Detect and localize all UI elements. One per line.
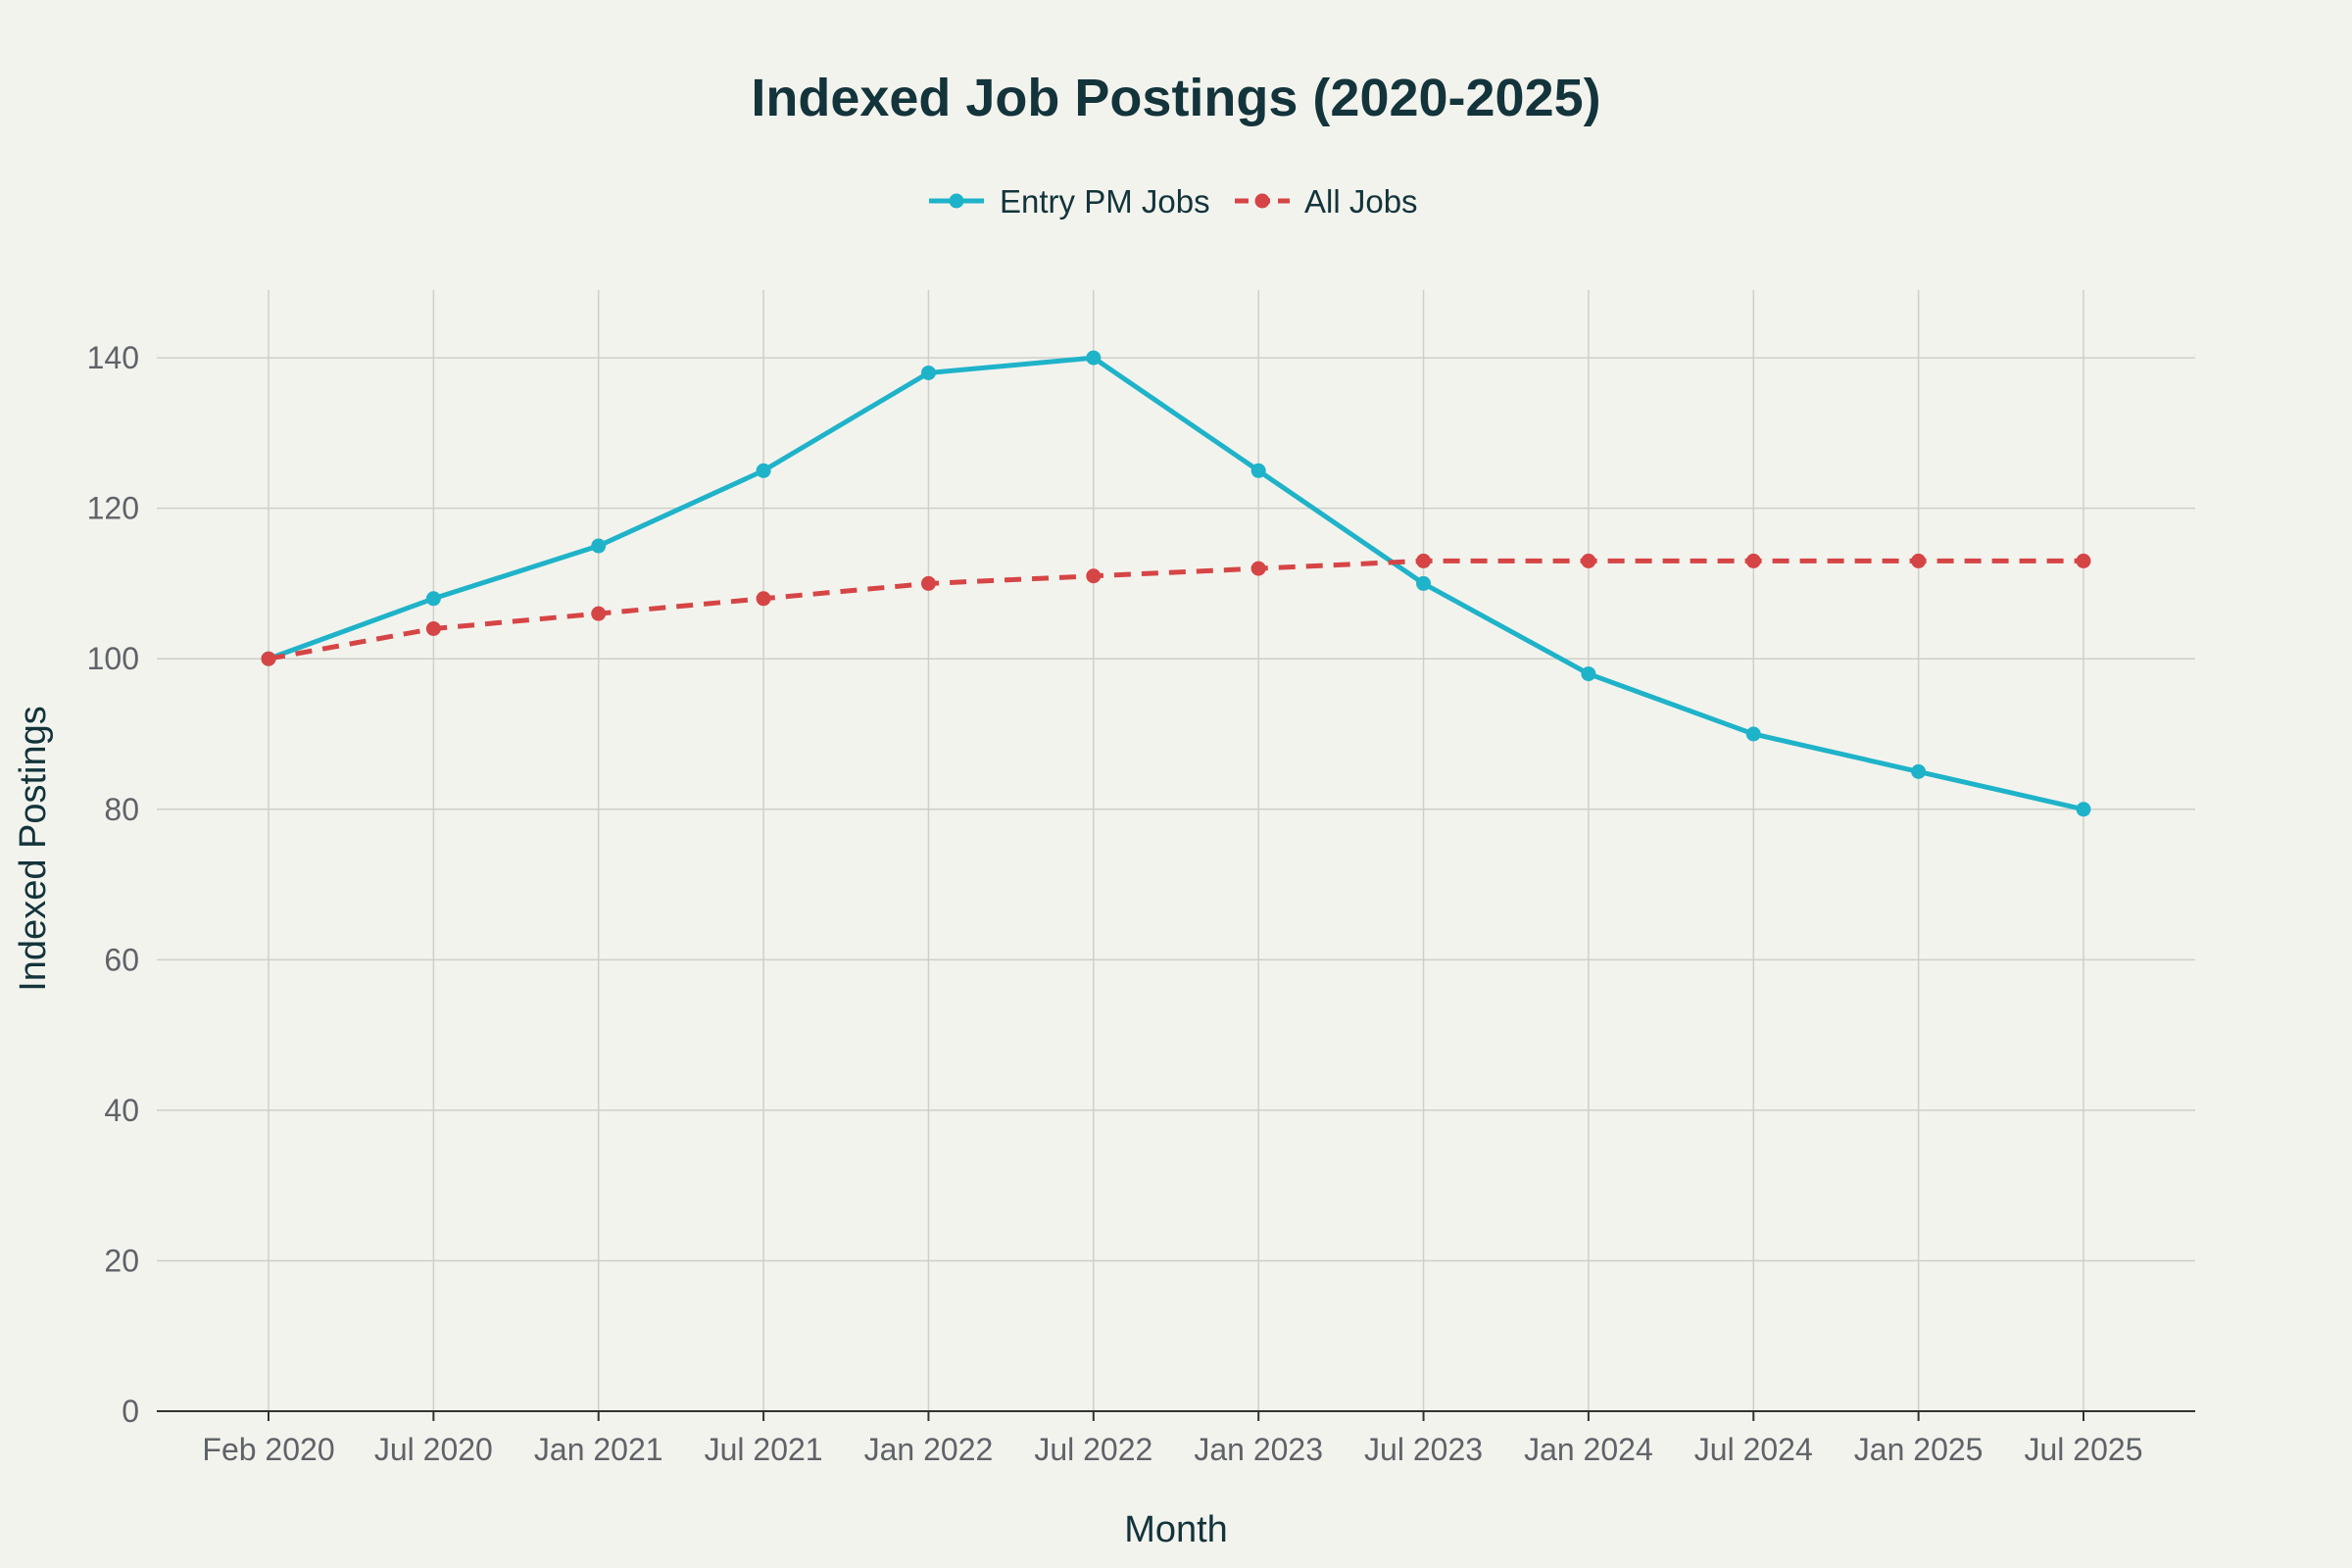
series-entry-pm-jobs <box>261 350 2091 817</box>
x-tick-label: Jan 2022 <box>864 1432 994 1467</box>
x-tick-label: Jul 2023 <box>1364 1432 1483 1467</box>
legend-label: All Jobs <box>1304 183 1418 220</box>
data-point-entry-pm-jobs <box>2076 802 2091 817</box>
data-point-entry-pm-jobs <box>1745 726 1761 742</box>
x-tick-label: Jan 2025 <box>1854 1432 1984 1467</box>
data-point-entry-pm-jobs <box>1086 350 1102 366</box>
x-tick-label: Jan 2024 <box>1524 1432 1653 1467</box>
legend-label: Entry PM Jobs <box>1000 183 1210 220</box>
data-point-all-jobs <box>756 591 771 607</box>
data-point-entry-pm-jobs <box>1250 463 1266 478</box>
x-tick-label: Jul 2021 <box>705 1432 823 1467</box>
x-tick-label: Feb 2020 <box>202 1432 334 1467</box>
series-line-all-jobs <box>268 558 2083 662</box>
x-tick-label: Jul 2024 <box>1694 1432 1813 1467</box>
legend-swatch-marker <box>949 193 964 209</box>
data-point-all-jobs <box>1416 553 1432 568</box>
x-tick-label: Jan 2023 <box>1194 1432 1323 1467</box>
data-point-all-jobs <box>1250 561 1266 576</box>
data-point-entry-pm-jobs <box>920 365 936 380</box>
chart-title: Indexed Job Postings (2020-2025) <box>751 69 1600 127</box>
legend-item-all-jobs[interactable]: All Jobs <box>1235 183 1418 220</box>
y-tick-label: 140 <box>87 340 139 375</box>
data-point-all-jobs <box>920 575 936 591</box>
data-point-all-jobs <box>1086 568 1102 584</box>
legend[interactable]: Entry PM Jobs All Jobs <box>929 183 1418 220</box>
data-point-entry-pm-jobs <box>1581 666 1596 682</box>
x-tick-label: Jan 2021 <box>534 1432 663 1467</box>
data-point-entry-pm-jobs <box>425 591 441 607</box>
y-tick-label: 100 <box>87 641 139 676</box>
x-tick-label: Jul 2022 <box>1034 1432 1152 1467</box>
data-point-all-jobs <box>425 621 441 637</box>
data-point-entry-pm-jobs <box>756 463 771 478</box>
x-axis-ticks: Feb 2020 Jul 2020 Jan 2021 Jul 2021 Jan 2022… <box>202 1411 2142 1467</box>
y-tick-label: 0 <box>122 1394 139 1429</box>
data-point-all-jobs <box>2076 553 2091 568</box>
data-point-all-jobs <box>261 651 276 666</box>
series-layer <box>261 350 2091 817</box>
data-point-all-jobs <box>1581 553 1596 568</box>
y-tick-label: 20 <box>104 1243 139 1278</box>
gridlines <box>157 290 2195 1411</box>
y-tick-label: 40 <box>104 1093 139 1128</box>
y-tick-label: 80 <box>104 792 139 827</box>
x-tick-label: Jul 2020 <box>374 1432 493 1467</box>
y-axis-title: Indexed Postings <box>13 706 54 992</box>
data-point-entry-pm-jobs <box>591 538 607 554</box>
x-tick-label: Jul 2025 <box>2025 1432 2143 1467</box>
y-tick-label: 60 <box>104 942 139 977</box>
series-all-jobs <box>261 553 2091 666</box>
series-line-entry-pm-jobs <box>268 355 2084 812</box>
data-point-all-jobs <box>1911 553 1927 568</box>
legend-item-entry-pm-jobs[interactable]: Entry PM Jobs <box>929 183 1210 220</box>
y-axis-ticks: 0 20 40 60 80 100 120 140 <box>87 340 139 1429</box>
data-point-entry-pm-jobs <box>1911 763 1927 779</box>
data-point-all-jobs <box>1745 553 1761 568</box>
data-point-entry-pm-jobs <box>1416 575 1432 591</box>
legend-swatch-marker <box>1254 193 1270 209</box>
data-point-all-jobs <box>591 606 607 621</box>
y-tick-label: 120 <box>87 491 139 526</box>
x-axis-title: Month <box>1124 1509 1228 1550</box>
